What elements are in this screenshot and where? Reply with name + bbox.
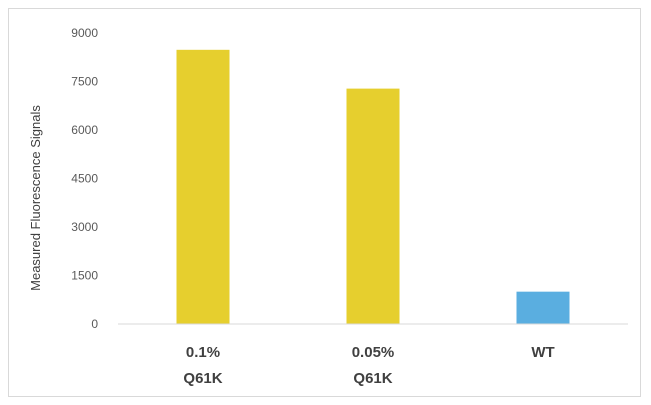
y-tick-label: 9000 xyxy=(71,26,98,40)
chart-frame xyxy=(8,8,641,397)
y-tick-label: 6000 xyxy=(71,123,98,137)
bar-1 xyxy=(346,88,400,324)
y-tick-label: 0 xyxy=(91,317,98,331)
x-category-label: Q61K xyxy=(353,370,392,387)
x-category-label: 0.05% xyxy=(352,344,395,361)
x-category-label: 0.1% xyxy=(186,344,220,361)
y-tick-label: 3000 xyxy=(71,220,98,234)
y-tick-label: 4500 xyxy=(71,172,98,186)
x-category-label: Q61K xyxy=(183,370,222,387)
y-tick-label: 7500 xyxy=(71,75,98,89)
bars xyxy=(176,49,570,325)
y-axis-title-group: Measured Fluorescence Signals xyxy=(28,105,43,291)
bar-0 xyxy=(176,49,230,325)
y-axis-title: Measured Fluorescence Signals xyxy=(28,105,43,291)
bar-2 xyxy=(516,291,570,324)
y-tick-labels: 0 1500 3000 4500 6000 7500 9000 xyxy=(71,26,98,331)
x-category-labels: 0.1% Q61K 0.05% Q61K WT xyxy=(183,344,554,387)
x-category-label: WT xyxy=(531,344,554,361)
y-tick-label: 1500 xyxy=(71,269,98,283)
